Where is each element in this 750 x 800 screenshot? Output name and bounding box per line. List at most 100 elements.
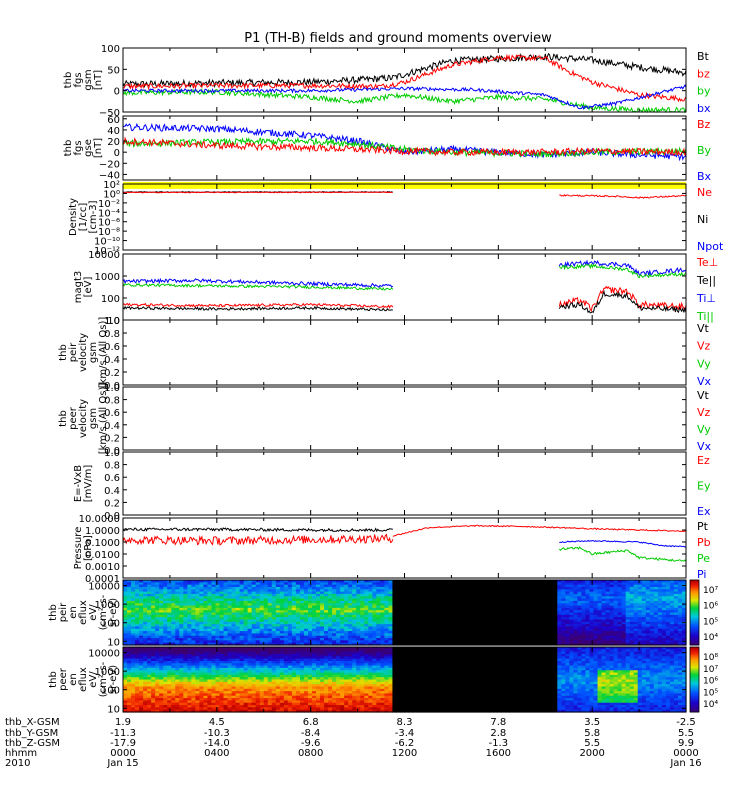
- fgs-gsm-line-bx: [122, 84, 687, 111]
- peer-eflux-ytick-label: 100: [101, 686, 120, 697]
- peir-eflux-ylabel: sr-eV): [108, 598, 119, 627]
- peir-eflux-ylabel: thb: [48, 604, 59, 621]
- peir-eflux-ylabel: peir: [58, 602, 69, 622]
- density-ytick-label: 10⁻⁶: [98, 218, 120, 229]
- temperature-line-Ti||b: [558, 262, 687, 279]
- temperature-ylabel: [eV]: [83, 277, 94, 298]
- pressure-ytick-label: 0.0001: [85, 574, 120, 585]
- peer-eflux-ylabel: peer: [58, 667, 69, 691]
- pressure-ytick-label: 0.0100: [85, 550, 120, 561]
- fgs-mgse-ytick-label: 20: [107, 137, 120, 148]
- fgs-mgse-ytick-label: 40: [107, 126, 120, 137]
- axis-value: 0400: [204, 748, 229, 759]
- peir-velocity-ytick-label: 0.8: [104, 329, 120, 340]
- peir-eflux-colorbar-tick: 10⁵: [703, 617, 718, 627]
- axis-row-label: thb_Z-GSM: [5, 738, 60, 749]
- pressure-series: [558, 546, 687, 562]
- panel-peir-eflux: 10⁷ 10⁶ 10⁵ 10⁴ 10000 1000 100 10 thb peir en eflux…: [48, 579, 718, 648]
- pressure-series: [392, 524, 687, 537]
- peir-velocity-ylabel: thb: [58, 344, 69, 361]
- peer-eflux-ytick-label: 10000: [88, 649, 120, 660]
- density-ytick-label: 10²: [103, 180, 120, 191]
- peir-velocity-legend-Vx: Vx: [697, 375, 712, 388]
- fgs-gsm-frame: [122, 47, 687, 113]
- axis-value: Jan 15: [106, 758, 138, 769]
- axis-row-label: hhmm: [5, 748, 37, 759]
- peer-velocity-ytick-label: 0.0: [104, 446, 120, 457]
- pressure-ylabel: Pressure: [73, 527, 84, 570]
- temperature-line-Te⊥: [122, 302, 394, 309]
- density-ylabel: [cm-3]: [88, 200, 99, 233]
- axis-value: 3.5: [584, 717, 600, 728]
- peer-velocity-ylabel: thb: [58, 410, 69, 427]
- fgs-gsm-line-bz: [122, 53, 687, 103]
- peir-eflux-colorbar-tick: 10⁷: [703, 586, 718, 596]
- peir-velocity-ytick-label: 0.0: [104, 381, 120, 392]
- temperature-ylabel: magt3: [73, 271, 84, 304]
- axis-value: 9.9: [678, 738, 694, 749]
- pressure-ytick-label: 1.0000: [85, 526, 120, 537]
- axis-value: 4.5: [209, 717, 225, 728]
- peir-velocity-legend-Vz: Vz: [697, 340, 711, 353]
- axis-value: -14.0: [204, 738, 230, 749]
- pressure-series: [122, 533, 394, 546]
- fgs-gsm-ylabel: fgs: [73, 72, 84, 87]
- pressure-series: [559, 539, 687, 548]
- axis-value: -6.2: [395, 738, 415, 749]
- efield-legend-Ex: Ex: [697, 505, 711, 518]
- fgs-mgse-ytick-label: 60: [107, 115, 120, 126]
- fgs-mgse-legend-Bx: Bx: [697, 170, 712, 183]
- density-ytick-label: 10⁰: [103, 189, 120, 200]
- peir-eflux-ylabel: eV/: [88, 604, 99, 621]
- pressure-legend-Pi: Pi: [697, 568, 706, 581]
- axis-value: 1.9: [115, 717, 131, 728]
- peer-eflux-ylabel: sr-eV): [108, 665, 119, 694]
- pressure-legend-Pb: Pb: [697, 536, 711, 549]
- peer-velocity-ytick-label: 1.0: [104, 383, 120, 394]
- peir-velocity-ylabel: [km/s (All Qs)]: [98, 317, 109, 389]
- peer-eflux-colorbar-tick: 10⁷: [703, 665, 718, 675]
- peir-velocity-ylabel: velocity: [78, 333, 89, 372]
- panel-efield: 1.0 0.80.6 0.40.2 0.0 E=-VxB [mV/m] Ez Ey Ex: [73, 448, 711, 522]
- panel-temperature: 10000 1000 100 10 magt3 [eV] Te⊥ Te|| Ti⊥ Ti||: [73, 250, 718, 327]
- efield-ytick-label: 0.6: [104, 473, 120, 484]
- efield-ytick-label: 0.2: [104, 498, 120, 509]
- peir-eflux-colorbar: 10⁷ 10⁶ 10⁵ 10⁴: [689, 579, 718, 646]
- axis-value: -11.3: [110, 728, 136, 739]
- pressure-line-Pt: [122, 527, 393, 533]
- efield-ylabel: [mV/m]: [83, 465, 94, 503]
- axis-value: -8.4: [301, 728, 321, 739]
- peer-velocity-ylabel: peer: [68, 406, 79, 430]
- axis-value: 6.8: [303, 717, 319, 728]
- axis-value: 2000: [579, 748, 604, 759]
- axis-value: 1600: [486, 748, 511, 759]
- axis-row-label: thb_Y-GSM: [5, 728, 58, 739]
- peer-eflux-colorbar-tick: 10⁴: [703, 700, 718, 710]
- fgs-mgse-ytick-label: −40: [99, 170, 120, 181]
- pressure-line-Pe: [558, 546, 687, 562]
- peer-eflux-colorbar-tick: 10⁵: [703, 688, 718, 698]
- panel-peer-velocity: 1.0 0.80.6 0.40.2 0.0 thb peer velocity gsm [km/…: [58, 383, 712, 457]
- fgs-mgse-legend-Bz: Bz: [697, 118, 711, 131]
- peir-eflux-spectrogram: [123, 580, 687, 646]
- density-series: [559, 194, 686, 199]
- peir-velocity-ytick-label: 0.4: [104, 355, 120, 366]
- pressure-line-Pb: [122, 533, 394, 546]
- pressure-line-Pb2: [392, 524, 687, 537]
- peer-velocity-legend-Vz: Vz: [697, 406, 711, 419]
- density-legend-Ni: Ni: [697, 213, 708, 226]
- fgs-mgse-ylabel: fgs: [73, 140, 84, 155]
- temperature-line-Te||b: [558, 290, 687, 314]
- temperature-legend-Ti||: Ti||: [696, 310, 714, 323]
- peir-eflux-colorbar-tick: 10⁶: [703, 602, 718, 612]
- temperature-line-Ti||: [122, 282, 394, 291]
- axis-value: Jan 16: [669, 758, 701, 769]
- axis-value: 5.5: [584, 738, 600, 749]
- peir-velocity-ytick-label: 0.2: [104, 368, 120, 379]
- peer-velocity-ylabel: velocity: [78, 399, 89, 438]
- fgs-gsm-legend-Bt: Bt: [697, 50, 710, 63]
- efield-frame: [122, 451, 687, 516]
- efield-ytick-label: 0.8: [104, 461, 120, 472]
- panel-fgs-gsm: 100 50 0 −50 thb fgs gsm [nT] Bt bz by bx: [63, 44, 711, 119]
